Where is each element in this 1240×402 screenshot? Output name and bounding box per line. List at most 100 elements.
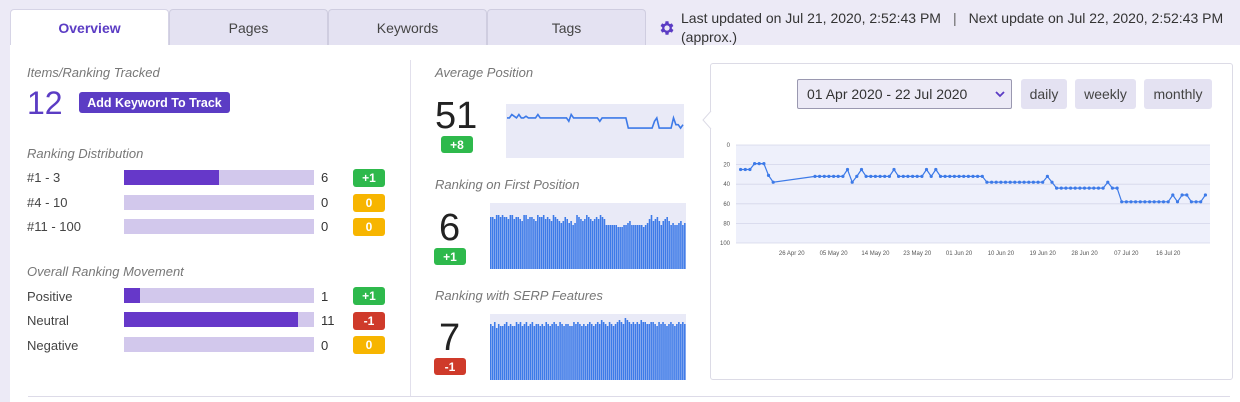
data-point[interactable] (850, 180, 854, 184)
data-point[interactable] (845, 167, 850, 172)
data-point[interactable] (1138, 200, 1142, 204)
data-point[interactable] (1180, 193, 1184, 197)
data-point[interactable] (1003, 180, 1008, 184)
data-point[interactable] (1120, 200, 1124, 204)
data-point[interactable] (1148, 200, 1152, 204)
data-point[interactable] (915, 174, 919, 178)
data-point[interactable] (1027, 180, 1031, 184)
data-point[interactable] (985, 180, 989, 184)
data-point[interactable] (864, 174, 868, 178)
data-point[interactable] (1092, 186, 1096, 190)
data-point[interactable] (999, 180, 1003, 184)
data-point[interactable] (957, 174, 961, 178)
data-point[interactable] (1045, 174, 1049, 178)
data-point[interactable] (883, 174, 887, 178)
data-point[interactable] (976, 174, 980, 178)
data-point[interactable] (971, 174, 975, 178)
data-point[interactable] (743, 167, 747, 172)
daily-button[interactable]: daily (1021, 79, 1067, 109)
data-point[interactable] (1101, 186, 1105, 190)
data-point[interactable] (887, 174, 891, 178)
data-point[interactable] (929, 174, 933, 178)
data-point[interactable] (859, 167, 864, 172)
data-point[interactable] (757, 162, 761, 166)
data-point[interactable] (1157, 200, 1161, 204)
data-point[interactable] (938, 174, 943, 178)
data-point[interactable] (1110, 186, 1114, 190)
data-point[interactable] (1185, 193, 1189, 197)
data-point[interactable] (878, 174, 882, 178)
data-point[interactable] (832, 174, 836, 178)
data-point[interactable] (934, 167, 938, 172)
data-point[interactable] (901, 174, 905, 178)
data-point[interactable] (748, 167, 752, 172)
data-point[interactable] (994, 180, 998, 184)
data-point[interactable] (1008, 180, 1012, 184)
data-point[interactable] (873, 174, 877, 178)
data-point[interactable] (1055, 186, 1059, 190)
data-point[interactable] (1082, 186, 1087, 190)
data-point[interactable] (906, 174, 910, 178)
data-point[interactable] (1189, 200, 1193, 204)
data-point[interactable] (1059, 186, 1063, 190)
data-point[interactable] (1050, 180, 1054, 184)
data-point[interactable] (1161, 200, 1166, 204)
data-point[interactable] (1013, 180, 1017, 184)
data-point[interactable] (1017, 180, 1022, 184)
tab-tags[interactable]: Tags (487, 9, 646, 45)
data-point[interactable] (1078, 186, 1082, 190)
data-point[interactable] (827, 174, 831, 178)
data-point[interactable] (1022, 180, 1026, 184)
data-point[interactable] (990, 180, 994, 184)
data-point[interactable] (1106, 180, 1110, 184)
data-point[interactable] (1199, 200, 1203, 204)
data-point[interactable] (924, 167, 929, 172)
data-point[interactable] (771, 180, 775, 184)
data-point[interactable] (855, 174, 859, 178)
data-point[interactable] (753, 162, 757, 166)
tab-keywords[interactable]: Keywords (328, 9, 487, 45)
data-point[interactable] (841, 174, 845, 178)
data-point[interactable] (1041, 180, 1045, 184)
data-point[interactable] (1069, 186, 1073, 190)
data-point[interactable] (1171, 193, 1175, 197)
data-point[interactable] (1129, 200, 1133, 204)
date-range-select[interactable]: 01 Apr 2020 - 22 Jul 2020 (797, 79, 1012, 109)
data-point[interactable] (1175, 200, 1180, 204)
data-point[interactable] (966, 174, 970, 178)
data-point[interactable] (1031, 180, 1035, 184)
data-point[interactable] (1203, 193, 1207, 197)
data-point[interactable] (766, 173, 771, 177)
data-point[interactable] (1087, 186, 1091, 190)
data-point[interactable] (980, 174, 984, 178)
data-point[interactable] (1143, 200, 1147, 204)
data-point[interactable] (962, 174, 966, 178)
data-point[interactable] (943, 174, 947, 178)
tab-pages[interactable]: Pages (169, 9, 328, 45)
data-point[interactable] (952, 174, 956, 178)
data-point[interactable] (813, 174, 817, 178)
data-point[interactable] (948, 174, 952, 178)
data-point[interactable] (911, 174, 915, 178)
data-point[interactable] (739, 167, 743, 172)
data-point[interactable] (1064, 186, 1068, 190)
gear-icon[interactable] (658, 19, 676, 37)
data-point[interactable] (1134, 200, 1138, 204)
data-point[interactable] (1124, 200, 1128, 204)
tab-overview[interactable]: Overview (10, 9, 169, 46)
data-point[interactable] (1073, 186, 1077, 190)
add-keyword-button[interactable]: Add Keyword To Track (79, 92, 230, 113)
data-point[interactable] (1166, 200, 1170, 204)
data-point[interactable] (762, 162, 766, 166)
monthly-button[interactable]: monthly (1144, 79, 1212, 109)
data-point[interactable] (1152, 200, 1156, 204)
data-point[interactable] (920, 174, 924, 178)
data-point[interactable] (818, 174, 822, 178)
data-point[interactable] (869, 174, 873, 178)
data-point[interactable] (892, 167, 896, 172)
data-point[interactable] (822, 174, 826, 178)
data-point[interactable] (1096, 186, 1101, 190)
data-point[interactable] (897, 174, 901, 178)
weekly-button[interactable]: weekly (1075, 79, 1136, 109)
data-point[interactable] (1194, 200, 1198, 204)
